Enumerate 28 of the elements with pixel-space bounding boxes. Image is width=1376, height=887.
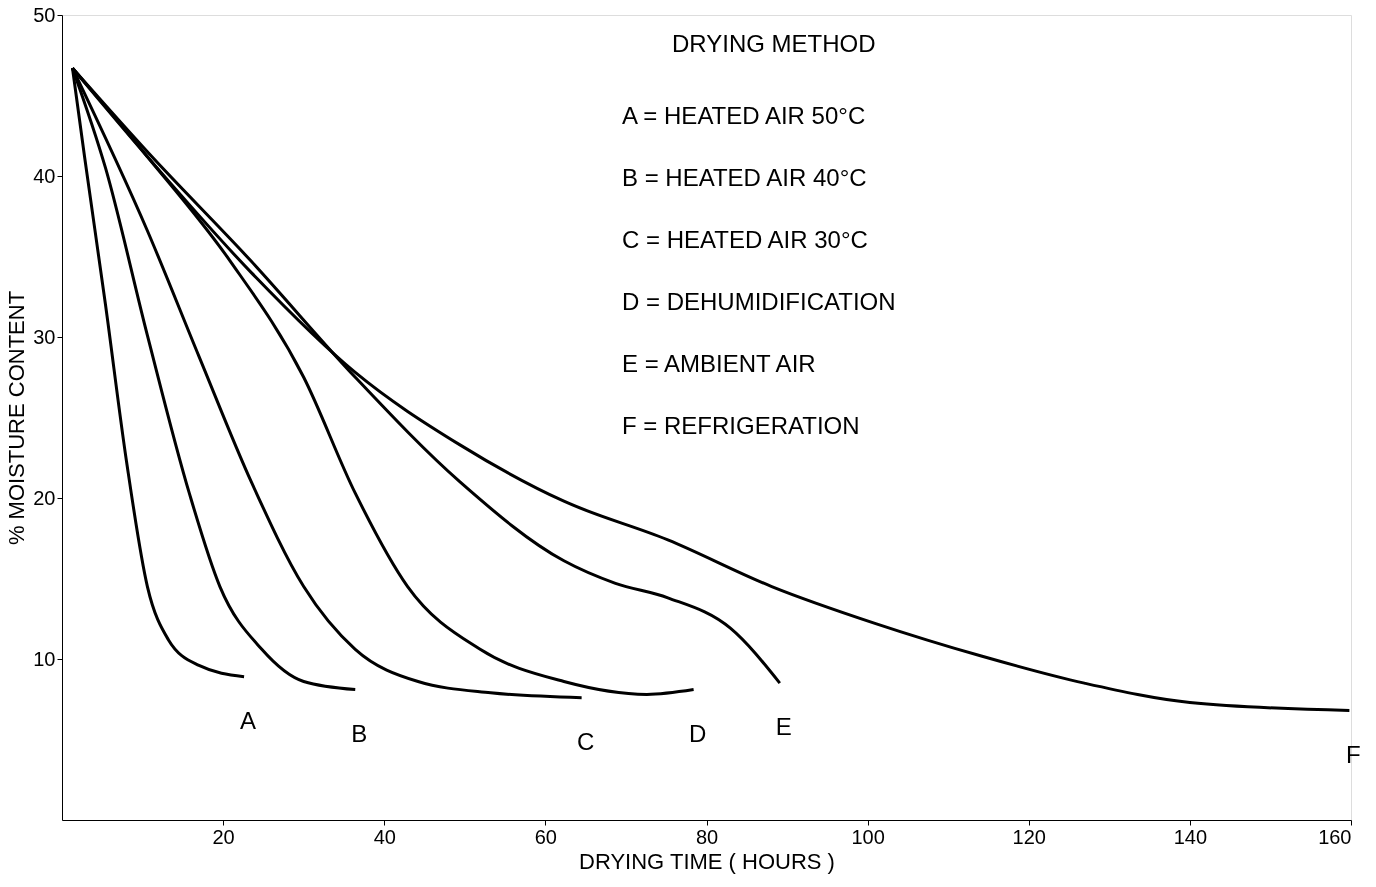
series-label: E — [775, 713, 792, 741]
annotation: F = REFRIGERATION — [622, 412, 860, 439]
x-tick-label: 80 — [695, 825, 719, 848]
annotation: E = AMBIENT AIR — [622, 350, 816, 377]
y-tick-label: 50 — [33, 3, 56, 26]
y-axis-title: % MOISTURE CONTENT — [4, 290, 30, 546]
series-label: F — [1346, 740, 1361, 768]
y-tick-label: 40 — [33, 164, 56, 187]
series-label: D — [688, 719, 707, 747]
y-tick-label: 30 — [33, 325, 56, 348]
x-tick-label: 60 — [534, 825, 557, 848]
annotation: DRYING METHOD — [672, 30, 876, 57]
x-tick-label: 140 — [1173, 825, 1208, 848]
series-label: A — [240, 706, 257, 734]
y-tick-label: 20 — [33, 486, 56, 509]
x-tick-label: 100 — [851, 825, 885, 848]
x-tick-label: 20 — [212, 825, 235, 848]
annotation: D = DEHUMIDIFICATION — [622, 288, 896, 315]
annotation: A = HEATED AIR 50°C — [622, 102, 866, 129]
annotation: C = HEATED AIR 30°C — [622, 226, 868, 253]
series-label: C — [576, 727, 595, 755]
annotation: B = HEATED AIR 40°C — [622, 164, 867, 191]
x-tick-label: 120 — [1012, 825, 1046, 848]
x-axis-title: DRYING TIME ( HOURS ) — [579, 848, 835, 874]
x-tick-label: 160 — [1318, 825, 1352, 848]
x-tick-label: 40 — [373, 825, 396, 848]
y-tick-label: 10 — [33, 647, 56, 670]
series-label: B — [351, 719, 368, 747]
